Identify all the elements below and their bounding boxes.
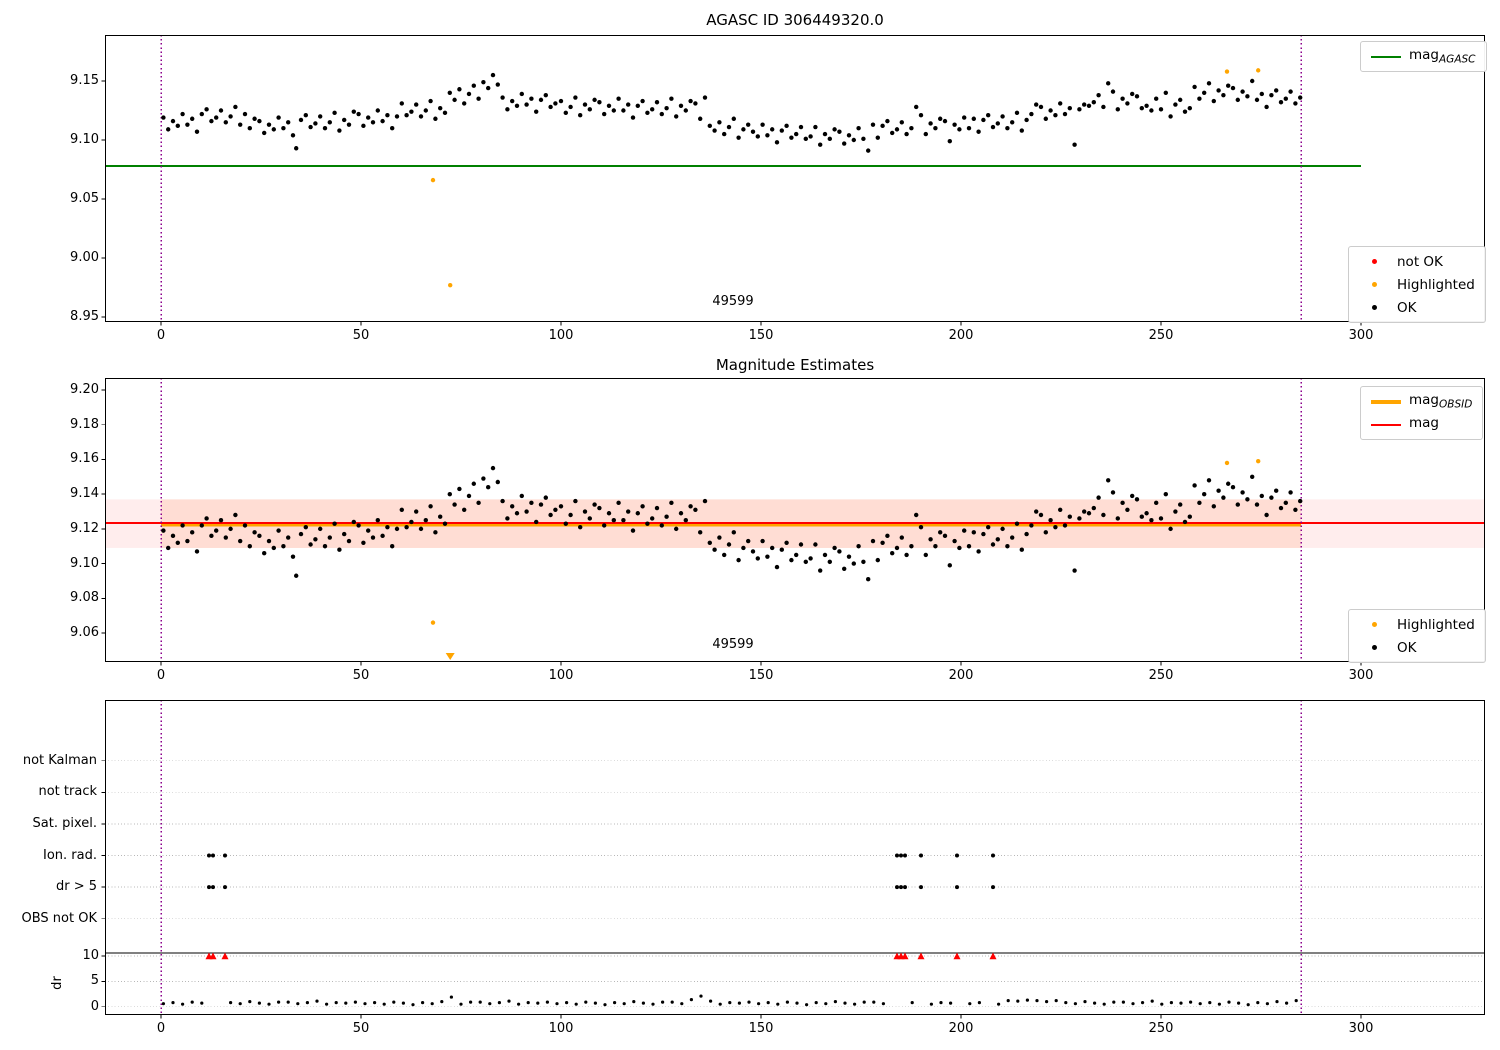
legend-label: OK <box>1397 299 1417 316</box>
y-tick-label: 9.06 <box>70 625 99 641</box>
flag-points <box>207 885 995 890</box>
plot2-title: Magnitude Estimates <box>715 356 875 374</box>
y-tick-label: 9.10 <box>70 132 99 147</box>
dr-clipped-marker <box>209 952 217 960</box>
y-tick-label: 9.05 <box>70 191 99 206</box>
plot1-line-legend: magAGASC <box>1360 41 1487 72</box>
legend-label: OK <box>1397 639 1417 656</box>
y-tick-label: 9.00 <box>70 250 99 265</box>
x-tick-label: 150 <box>748 1021 774 1036</box>
plot2-canvas <box>101 378 1485 666</box>
scatter-points <box>430 458 1261 625</box>
green-line-swatch <box>1371 55 1401 58</box>
category-label: dr > 5 <box>55 879 97 895</box>
plot3-canvas <box>101 700 1485 1019</box>
x-tick-label: 50 <box>352 328 370 343</box>
legend-label: not OK <box>1397 253 1443 270</box>
legend-row-mag-obsid: magOBSID <box>1371 392 1472 411</box>
x-tick-label: 50 <box>352 1021 370 1036</box>
x-tick-label: 150 <box>748 328 774 343</box>
dr-clipped-marker <box>901 952 909 960</box>
x-tick-label: 0 <box>156 668 166 683</box>
dr-clipped-marker <box>917 952 925 960</box>
dr-clipped-marker <box>989 952 997 960</box>
legend-row-highlighted: Highlighted <box>1359 275 1475 294</box>
x-tick-label: 100 <box>548 668 574 683</box>
y-tick-label: 9.08 <box>70 590 99 606</box>
plot2-annotation: 49599 <box>712 637 754 652</box>
x-tick-label: 150 <box>748 668 774 683</box>
dr-clipped-marker <box>221 952 229 960</box>
y-tick-label: 9.12 <box>70 520 99 536</box>
x-tick-label: 300 <box>1348 328 1374 343</box>
category-label: not track <box>38 784 97 800</box>
dr-tick-label: 10 <box>82 948 99 964</box>
dr-points <box>161 994 1298 1007</box>
category-label: Ion. rad. <box>43 847 97 863</box>
x-tick-label: 250 <box>1148 328 1174 343</box>
flag-points <box>207 853 995 858</box>
category-label: not Kalman <box>22 752 97 768</box>
x-tick-label: 200 <box>948 328 974 343</box>
legend-label: Highlighted <box>1397 276 1475 293</box>
x-tick-label: 100 <box>548 1021 574 1036</box>
plot2-marker-legend: Highlighted OK <box>1348 609 1486 663</box>
dr-tick-label: 5 <box>90 973 99 989</box>
x-tick-label: 200 <box>948 668 974 683</box>
orange-dot-icon <box>1359 622 1389 627</box>
x-tick-label: 100 <box>548 328 574 343</box>
scatter-points <box>430 68 1261 288</box>
x-tick-label: 300 <box>1348 1021 1374 1036</box>
legend-row-ok: OK <box>1359 298 1475 317</box>
category-label: OBS not OK <box>21 910 98 926</box>
x-tick-label: 250 <box>1148 668 1174 683</box>
x-tick-label: 0 <box>156 328 166 343</box>
x-tick-label: 300 <box>1348 668 1374 683</box>
y-tick-label: 8.95 <box>70 309 99 324</box>
y-tick-label: 9.18 <box>70 416 99 432</box>
red-dot-icon <box>1359 259 1389 264</box>
black-dot-icon <box>1359 305 1389 310</box>
plot1-marker-legend: not OK Highlighted OK <box>1348 246 1486 323</box>
legend-row-ok: OK <box>1359 638 1475 657</box>
orange-line-swatch <box>1371 399 1401 404</box>
scatter-points <box>161 465 1303 582</box>
dr-clipped-marker <box>953 952 961 960</box>
x-tick-label: 200 <box>948 1021 974 1036</box>
legend-label: Highlighted <box>1397 616 1475 633</box>
legend-row-highlighted: Highlighted <box>1359 615 1475 634</box>
orange-dot-icon <box>1359 282 1389 287</box>
dr-tick-label: 0 <box>90 998 99 1014</box>
clipped-below-marker <box>445 653 455 660</box>
legend-row-mag-agasc: magAGASC <box>1371 47 1476 66</box>
x-tick-label: 250 <box>1148 1021 1174 1036</box>
legend-row-not-ok: not OK <box>1359 252 1475 271</box>
plot1-annotation: 49599 <box>712 294 754 309</box>
x-tick-label: 0 <box>156 1021 166 1036</box>
plot1-title: AGASC ID 306449320.0 <box>706 11 884 29</box>
y-tick-label: 9.10 <box>70 555 99 571</box>
y-tick-label: 9.20 <box>70 382 99 397</box>
legend-label: magAGASC <box>1409 47 1476 66</box>
legend-row-mag: mag <box>1371 415 1472 434</box>
category-label: Sat. pixel. <box>32 815 97 831</box>
scatter-points <box>161 72 1303 153</box>
legend-label: mag <box>1409 415 1439 432</box>
black-dot-icon <box>1359 645 1389 650</box>
plot2-line-legend: magOBSID mag <box>1360 386 1484 440</box>
red-line-swatch <box>1371 423 1401 426</box>
plot1-canvas <box>101 35 1485 326</box>
y-tick-label: 9.16 <box>70 451 99 467</box>
legend-label: magOBSID <box>1409 392 1473 411</box>
y-tick-label: 9.15 <box>70 73 99 88</box>
y-tick-label: 9.14 <box>70 486 99 502</box>
x-tick-label: 50 <box>352 668 370 683</box>
